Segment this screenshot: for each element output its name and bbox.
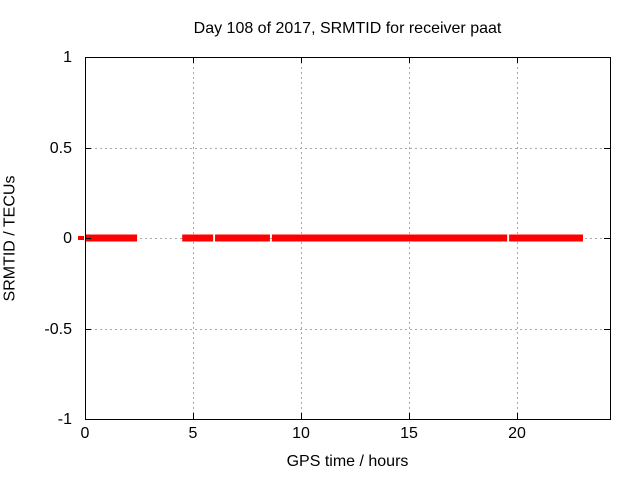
x-axis-label: GPS time / hours (286, 453, 409, 470)
y-tick-label: -0.5 (44, 321, 72, 338)
x-tick-label: 15 (400, 425, 418, 442)
y-tick-label: -1 (58, 411, 72, 428)
x-tick-label: 20 (508, 425, 526, 442)
x-tick-label: 0 (81, 425, 90, 442)
chart-title: Day 108 of 2017, SRMTID for receiver paa… (193, 20, 502, 37)
x-tick-label: 5 (189, 425, 198, 442)
y-axis-label: SRMTID / TECUs (1, 175, 19, 302)
y-tick-label: 1 (63, 49, 72, 66)
y-tick-label: 0.5 (50, 140, 72, 157)
x-tick-label: 10 (292, 425, 310, 442)
y-tick-label: 0 (63, 230, 72, 247)
